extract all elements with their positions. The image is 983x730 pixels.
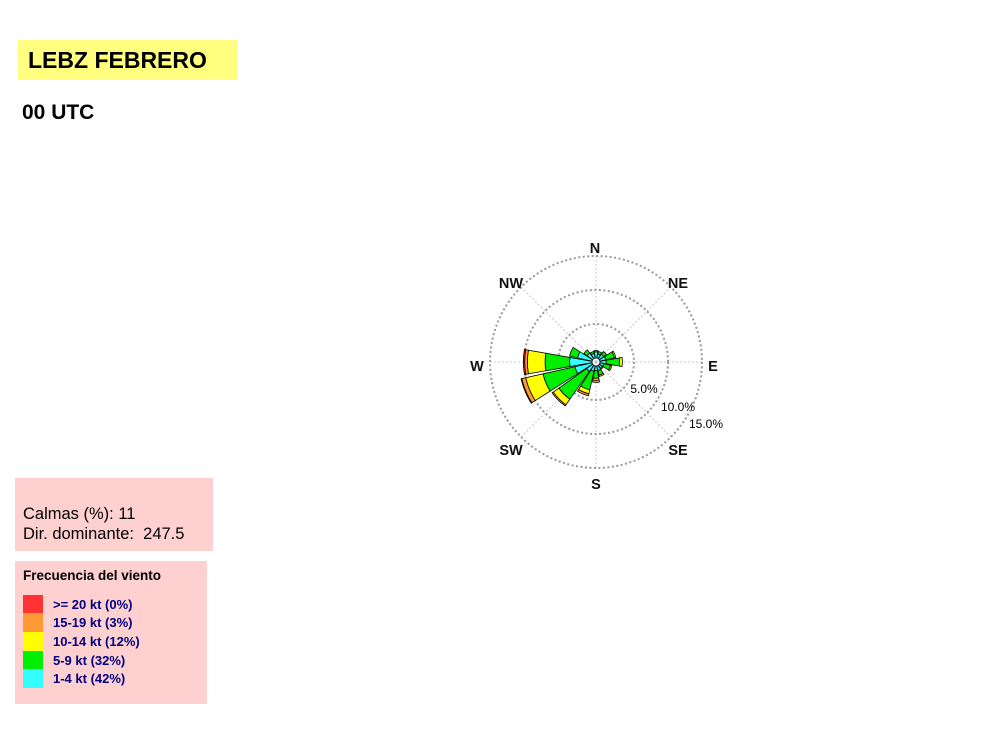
grid-spoke — [595, 286, 672, 363]
petal-w-bin2 — [527, 349, 547, 375]
cardinal-label-e: E — [708, 359, 718, 375]
cardinal-label-w: W — [470, 359, 484, 375]
ring-label: 15.0% — [689, 417, 723, 431]
legend-label: 10-14 kt (12%) — [53, 633, 140, 649]
legend-item: >= 20 kt (0%) — [23, 594, 207, 614]
chart-title: LEBZ FEBRERO — [18, 40, 237, 80]
petal-w-bin1 — [544, 352, 571, 372]
legend-label: >= 20 kt (0%) — [53, 596, 133, 612]
legend-label: 15-19 kt (3%) — [53, 615, 133, 631]
legend-label: 1-4 kt (42%) — [53, 671, 126, 687]
petal-layer — [520, 346, 623, 407]
legend-swatch — [23, 669, 43, 689]
petal-nw-bin1 — [583, 349, 591, 357]
ring-label: 10.0% — [661, 400, 695, 414]
petal-w-bin4 — [522, 349, 527, 375]
cardinal-label-sw: SW — [499, 443, 523, 459]
legend-swatch — [23, 650, 43, 670]
petal-sw-bin3 — [551, 391, 567, 407]
cardinal-label-s: S — [591, 477, 601, 493]
petal-wsw-bin4 — [520, 378, 533, 404]
cardinal-label-nw: NW — [499, 276, 523, 292]
legend-label: 5-9 kt (32%) — [53, 652, 126, 668]
cardinal-label-se: SE — [668, 443, 688, 459]
petal-ne-bin1 — [600, 350, 608, 358]
petal-ssw-bin3 — [576, 388, 590, 397]
petal-nnw-bin1 — [589, 350, 595, 356]
petal-ene-bin2 — [611, 350, 617, 359]
dominant-row: Dir. dominante: 247.5 — [23, 524, 213, 544]
dominant-value: 247.5 — [143, 525, 185, 543]
calm-row: Calmas (%): 11 — [23, 504, 213, 524]
dominant-label: Dir. dominante: — [23, 525, 134, 543]
grid-ring — [557, 323, 635, 401]
cardinal-label-ne: NE — [668, 276, 688, 292]
calm-value: 11 — [118, 505, 136, 523]
legend-item: 10-14 kt (12%) — [23, 631, 207, 651]
legend-title: Frecuencia del viento — [23, 568, 162, 583]
legend-swatch — [23, 594, 43, 614]
grid-spoke — [520, 286, 597, 363]
petal-sse-bin2 — [598, 372, 605, 377]
calm-label: Calmas (%): — [23, 505, 114, 523]
legend-item: 1-4 kt (42%) — [23, 669, 207, 689]
legend-item: 5-9 kt (32%) — [23, 650, 207, 670]
petal-n-bin1 — [593, 350, 599, 353]
legend-item: 15-19 kt (3%) — [23, 613, 207, 633]
legend-swatch — [23, 613, 43, 633]
legend-swatch — [23, 631, 43, 651]
ring-label: 5.0% — [630, 382, 658, 396]
stats-panel: Calmas (%): 11 Dir. dominante: 247.5 — [15, 478, 213, 551]
legend-panel: Frecuencia del viento >= 20 kt (0%) 15-1… — [15, 561, 207, 704]
petal-se-bin1 — [599, 365, 604, 370]
petal-wnw-bin1 — [569, 346, 581, 359]
petal-e-bin2 — [618, 356, 623, 368]
grid-spoke — [595, 361, 672, 438]
chart-subtitle: 00 UTC — [22, 101, 95, 124]
petal-nne-bin1 — [597, 350, 603, 356]
cardinal-label-n: N — [590, 241, 600, 257]
petal-s-bin3 — [592, 379, 600, 383]
petal-ese-bin2 — [608, 364, 613, 372]
grid-ring — [489, 255, 703, 469]
label-layer: N NE E SE S SW W NW 5.0%10.0% 15.0% — [470, 241, 723, 493]
